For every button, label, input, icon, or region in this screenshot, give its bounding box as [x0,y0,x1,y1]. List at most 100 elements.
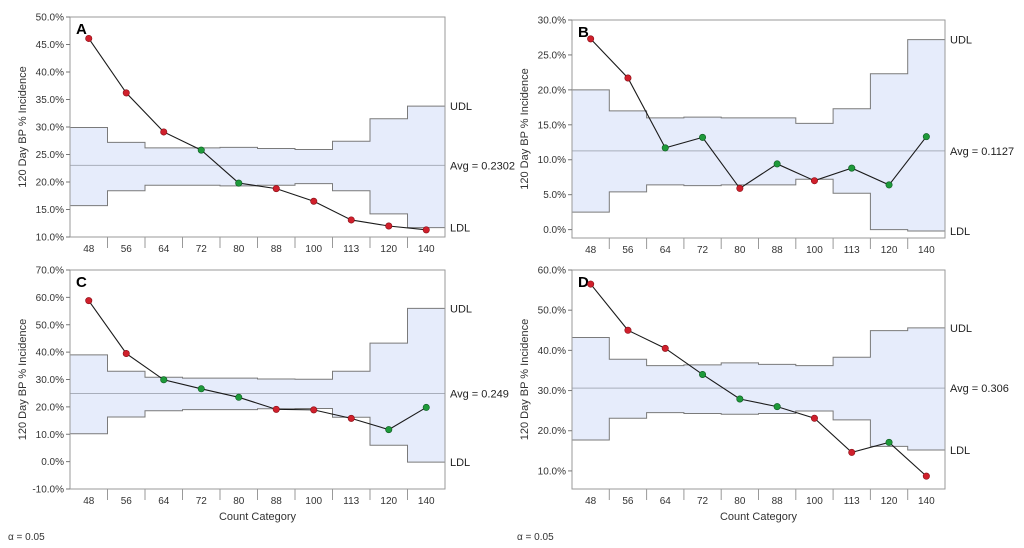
x-tick-label: 100 [806,496,823,507]
x-tick-label: 140 [418,496,435,507]
data-point-outside-limits [661,344,669,352]
data-point-outside-limits [587,280,595,288]
ldl-label: LDL [450,457,470,469]
ldl-label: LDL [950,226,970,238]
data-point-within-limits [661,144,669,152]
x-tick-label: 120 [380,244,397,255]
y-tick-label: 15.0% [36,205,64,216]
y-tick-label: 5.0% [543,190,566,201]
alpha-label-right: α = 0.05 [517,532,554,543]
data-point-outside-limits [385,222,393,230]
series-line [88,38,427,231]
data-point-outside-limits [122,89,130,97]
data-point-within-limits [422,403,430,411]
y-tick-label: 50.0% [36,320,64,331]
x-tick-label: 80 [233,244,245,255]
udl-label: UDL [950,35,972,47]
avg-label: Avg = 0.1127 [950,146,1014,158]
y-tick-label: 30.0% [538,386,566,397]
data-point-outside-limits [310,197,318,205]
y-tick-label: 50.0% [36,13,64,24]
y-tick-label: 40.0% [36,68,64,79]
avg-label: Avg = 0.2302 [450,160,515,172]
data-point-within-limits [197,385,205,393]
y-tick-label: 10.0% [36,430,64,441]
panel-letter: B [578,24,589,41]
series-line [88,300,427,431]
y-tick-label: 20.0% [36,402,64,413]
y-tick-label: 20.0% [538,426,566,437]
x-tick-label: 80 [734,496,746,507]
data-point-within-limits [235,393,243,401]
y-tick-label: 20.0% [36,178,64,189]
avg-label: Avg = 0.306 [950,383,1009,395]
data-point-outside-limits [848,448,856,456]
chart-panel-b: 0.0% 5.0% 10.0% 15.0% 20.0% 25.0% 30.0% 48 56 64 7… [519,16,1014,257]
y-tick-label: 60.0% [36,293,64,304]
y-tick-label: 0.0% [41,457,64,468]
udl-line [70,105,445,151]
ldl-line [70,408,445,463]
data-point-outside-limits [587,35,595,43]
panel-letter: A [76,21,87,38]
y-tick-label: 10.0% [538,155,566,166]
data-point-outside-limits [347,414,355,422]
data-point-within-limits [885,181,893,189]
data-point-outside-limits [347,216,355,224]
x-tick-label: 64 [158,496,170,507]
data-point-within-limits [699,370,707,378]
udl-line [572,39,945,124]
y-tick-label: 70.0% [36,266,64,277]
x-tick-label: 120 [881,496,898,507]
udl-label: UDL [450,101,472,113]
chart-panel-c: -10.0% 0.0% 10.0% 20.0% 30.0% 40.0% 50.0% 60.0%… [17,266,509,524]
data-point-within-limits [885,438,893,446]
control-band [70,106,445,228]
x-tick-label: 56 [622,245,634,256]
data-point-outside-limits [810,177,818,185]
x-tick-label: 88 [772,496,784,507]
y-axis-title: 120 Day BP % Incidence [17,66,29,187]
y-axis-title: 120 Day BP % Incidence [519,319,531,440]
x-tick-label: 72 [697,496,709,507]
y-tick-label: -10.0% [32,485,64,496]
x-tick-label: 120 [881,245,898,256]
x-tick-label: 64 [660,496,672,507]
x-tick-label: 140 [418,244,435,255]
x-tick-label: 72 [196,244,208,255]
x-tick-label: 56 [121,496,133,507]
x-tick-label: 80 [734,245,746,256]
control-band [572,327,945,451]
data-point-outside-limits [160,128,168,136]
y-axis-title: 120 Day BP % Incidence [519,68,531,189]
y-tick-label: 40.0% [538,346,566,357]
udl-label: UDL [450,303,472,315]
y-tick-label: 50.0% [538,306,566,317]
x-tick-label: 120 [380,496,397,507]
series-line [590,283,927,477]
data-point-within-limits [922,133,930,141]
x-tick-label: 88 [271,244,283,255]
y-tick-label: 25.0% [36,150,64,161]
udl-label: UDL [950,323,972,335]
y-tick-label: 40.0% [36,348,64,359]
control-band [572,39,945,232]
x-tick-label: 48 [83,496,95,507]
data-point-outside-limits [122,349,130,357]
data-point-outside-limits [85,297,93,305]
data-point-outside-limits [810,414,818,422]
x-tick-label: 48 [585,245,597,256]
x-tick-label: 113 [844,496,860,507]
x-tick-label: 88 [271,496,283,507]
y-tick-label: 10.0% [538,466,566,477]
data-point-within-limits [160,376,168,384]
x-tick-label: 100 [305,496,322,507]
ldl-line [572,178,945,232]
x-tick-label: 113 [343,496,359,507]
y-tick-label: 20.0% [538,85,566,96]
chart-panel-a: 10.0% 15.0% 20.0% 25.0% 30.0% 35.0% 40.0% 45.0%… [17,13,515,256]
y-tick-label: 30.0% [538,16,566,27]
data-point-outside-limits [310,406,318,414]
x-tick-label: 64 [158,244,170,255]
